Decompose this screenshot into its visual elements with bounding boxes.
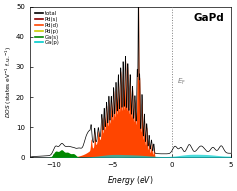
Text: GaPd: GaPd: [194, 13, 225, 23]
Legend: total, Pd(s), Pd(d), Pd(p), Ga(s), Ga(p): total, Pd(s), Pd(d), Pd(p), Ga(s), Ga(p): [34, 11, 60, 46]
X-axis label: $\mathit{Energy}$ $\mathit{(eV)}$: $\mathit{Energy}$ $\mathit{(eV)}$: [107, 174, 153, 187]
Text: $E_{\rm F}$: $E_{\rm F}$: [178, 77, 187, 87]
Y-axis label: $\mathit{DOS}$ (states eV$^{-1}$ f.u.$^{-1}$): $\mathit{DOS}$ (states eV$^{-1}$ f.u.$^{…: [4, 46, 14, 118]
